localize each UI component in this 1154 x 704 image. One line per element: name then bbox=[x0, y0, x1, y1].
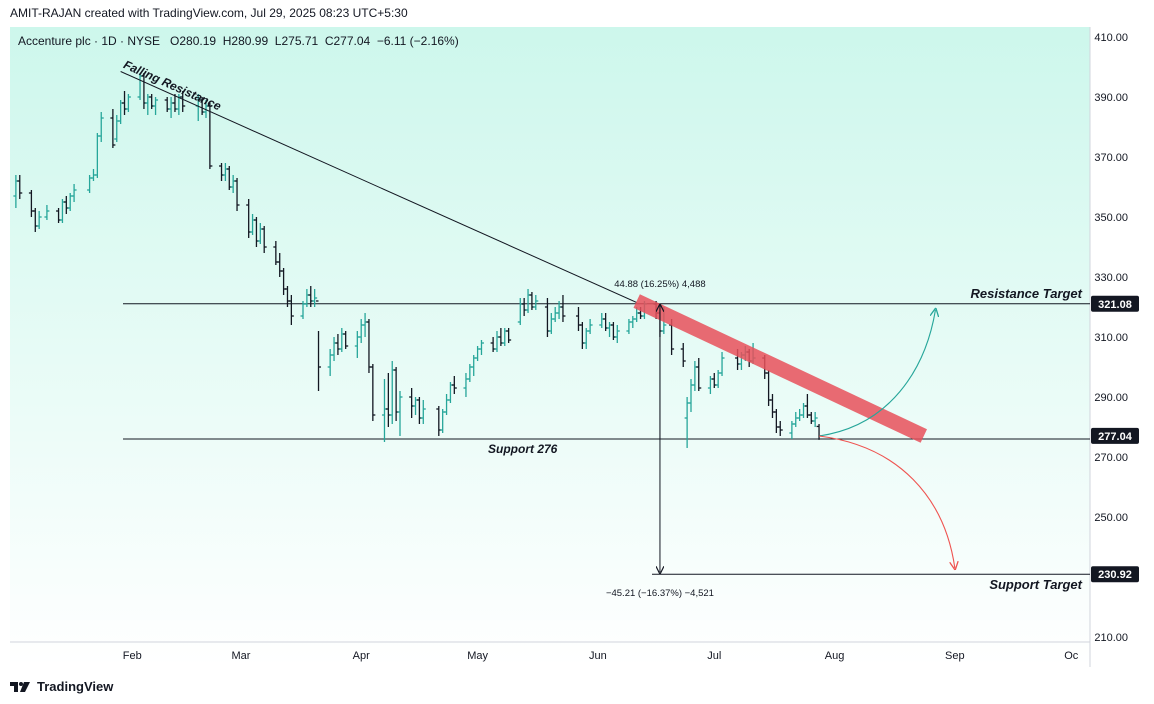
x-tick-label: Mar bbox=[231, 650, 250, 662]
y-tick-label: 410.00 bbox=[1094, 32, 1128, 44]
chart-frame[interactable]: Resistance Target Support 276 Support Targ… bbox=[10, 27, 1139, 667]
x-tick-label: Jul bbox=[707, 650, 721, 662]
y-tick-label: 250.00 bbox=[1094, 512, 1128, 524]
plot-background bbox=[10, 27, 1090, 667]
y-tick-label: 310.00 bbox=[1094, 332, 1128, 344]
symbol-legend[interactable]: Accenture plc · 1D · NYSE O280.19 H280.9… bbox=[18, 34, 459, 48]
horizontal-levels: Resistance Target Support 276 Support Targ… bbox=[123, 286, 1090, 592]
ohlc-bar bbox=[777, 421, 783, 436]
x-tick-label: Sep bbox=[945, 650, 965, 662]
ohlc-bar bbox=[288, 295, 294, 325]
ohlc-bar bbox=[812, 412, 818, 427]
chart-caption: AMIT-RAJAN created with TradingView.com,… bbox=[10, 6, 408, 20]
price-label-box bbox=[1091, 295, 1139, 312]
ohlc-bar bbox=[420, 400, 426, 424]
ohlc-bars bbox=[13, 73, 822, 448]
support-target-label: Support Target bbox=[989, 577, 1082, 592]
ohlc-bar bbox=[17, 175, 23, 199]
price-label-text: 321.08 bbox=[1098, 299, 1132, 311]
y-tick-label: 330.00 bbox=[1094, 272, 1128, 284]
ohlc-bar bbox=[533, 295, 539, 310]
bearish-projection-arrow bbox=[818, 435, 955, 568]
y-tick-label: 290.00 bbox=[1094, 392, 1128, 404]
price-label-text: 277.04 bbox=[1098, 431, 1133, 443]
ohlc-bar bbox=[180, 91, 186, 112]
ohlc-bar bbox=[451, 376, 457, 394]
tradingview-logo-icon bbox=[10, 681, 30, 692]
ohlc-bar bbox=[316, 300, 322, 391]
ohlc-bar bbox=[719, 352, 725, 376]
y-tick-label: 370.00 bbox=[1094, 152, 1128, 164]
ohlc-bar bbox=[560, 295, 566, 322]
x-tick-label: May bbox=[467, 650, 488, 662]
ohlc-bar bbox=[71, 184, 77, 202]
ohlc-bar bbox=[680, 343, 686, 367]
resistance-target-label: Resistance Target bbox=[970, 286, 1082, 301]
measure-up-text: 44.88 (16.25%) 4,488 bbox=[614, 279, 705, 290]
ohlc-bar bbox=[506, 328, 512, 343]
x-tick-label: Oc bbox=[1064, 650, 1079, 662]
measure-down-text: −45.21 (−16.37%) −4,521 bbox=[606, 588, 714, 599]
ohlc-bar bbox=[36, 211, 42, 229]
ohlc-bar bbox=[478, 340, 484, 355]
ohlc-bar bbox=[153, 97, 159, 115]
y-tick-label: 390.00 bbox=[1094, 92, 1128, 104]
price-axis[interactable]: 410.00 390.00 370.00 350.00 330.00 310.00 290.… bbox=[1094, 32, 1128, 644]
x-tick-label: Aug bbox=[825, 650, 845, 662]
ohlc-bar bbox=[44, 205, 50, 220]
x-tick-label: Feb bbox=[123, 650, 142, 662]
ohlc-bar bbox=[234, 178, 240, 211]
price-chart[interactable]: Resistance Target Support 276 Support Targ… bbox=[10, 27, 1144, 667]
ohlc-bar bbox=[370, 364, 376, 421]
ohlc-bar bbox=[696, 358, 702, 391]
bullish-projection-arrow bbox=[818, 310, 935, 437]
y-tick-label: 270.00 bbox=[1094, 452, 1128, 464]
y-tick-label: 350.00 bbox=[1094, 212, 1128, 224]
falling-resistance-line bbox=[120, 71, 637, 303]
footer: TradingView bbox=[10, 679, 113, 694]
footer-brand: TradingView bbox=[37, 679, 114, 694]
ohlc-bar bbox=[110, 109, 116, 148]
ohlc-bar bbox=[343, 331, 349, 349]
price-label-box bbox=[1091, 427, 1139, 444]
price-labels: 321.08 277.04 230.92 bbox=[1091, 295, 1139, 583]
ohlc-bar bbox=[207, 103, 213, 169]
support-label: Support 276 bbox=[488, 442, 558, 456]
y-tick-label: 210.00 bbox=[1094, 632, 1128, 644]
x-tick-label: Apr bbox=[353, 650, 370, 662]
ohlc-bar bbox=[98, 112, 104, 142]
ohlc-bar bbox=[614, 325, 620, 343]
ohlc-bar bbox=[125, 94, 131, 112]
x-tick-label: Jun bbox=[589, 650, 607, 662]
ohlc-bar bbox=[261, 226, 267, 253]
time-axis[interactable]: Feb Mar Apr May Jun Jul Aug Sep Oc bbox=[123, 650, 1079, 662]
ohlc-bar bbox=[397, 391, 403, 436]
price-label-text: 230.92 bbox=[1098, 569, 1132, 581]
ohlc-bar bbox=[587, 319, 593, 334]
ohlc-bar bbox=[312, 289, 318, 307]
price-label-box bbox=[1091, 566, 1139, 583]
